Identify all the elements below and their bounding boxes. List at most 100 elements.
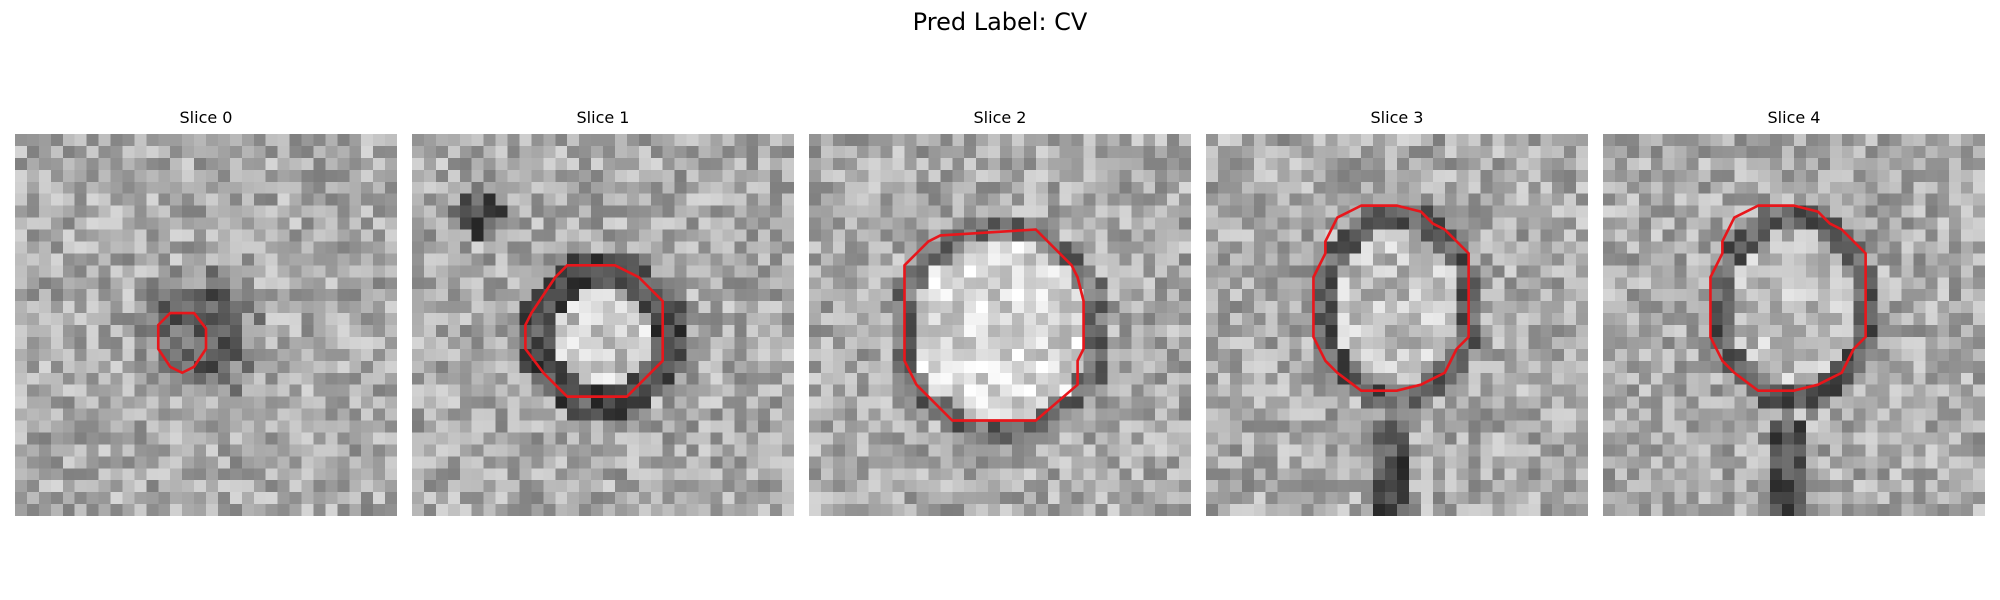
pixel [1674,277,1687,290]
pixel [1758,313,1771,326]
pixel [758,253,771,266]
pixel [1325,289,1338,302]
pixel [1564,193,1577,206]
pixel [1770,145,1783,159]
pixel [265,241,278,254]
pixel [1397,504,1410,516]
pixel [325,420,338,433]
pixel [758,408,771,421]
pixel [531,145,544,159]
pixel [710,277,723,290]
pixel [1206,360,1219,373]
pixel [1468,169,1481,182]
pixel [1925,444,1938,457]
pixel [1901,241,1914,254]
pixel [868,229,881,242]
pixel [868,360,881,373]
pixel [1253,360,1266,373]
pixel [1626,396,1640,409]
pixel [940,157,953,171]
pixel [555,134,568,147]
pixel [1265,253,1278,266]
pixel [1119,241,1132,254]
pixel [832,348,846,362]
pixel [638,157,651,171]
pixel [361,444,374,457]
pixel [650,504,663,516]
pixel [1770,420,1783,433]
pixel [1047,181,1060,194]
pixel [241,277,254,290]
pixel [265,325,278,338]
pixel [1349,396,1362,409]
pixel [301,217,314,230]
pixel [122,372,135,385]
pixel [373,241,386,254]
pixel [1456,301,1469,314]
pixel [856,336,869,350]
pixel [1456,229,1469,242]
pixel [38,145,52,159]
pixel [412,325,425,338]
pixel [1794,408,1807,421]
pixel [1337,336,1350,350]
pixel [495,360,508,373]
pixel [734,265,747,278]
pixel [1241,205,1254,218]
pixel [1638,313,1651,326]
pixel [349,277,362,290]
pixel [1794,241,1807,254]
pixel [1265,348,1278,362]
pixel [122,492,135,505]
pixel [217,360,231,373]
pixel [373,432,386,445]
pixel [662,301,675,314]
pixel [301,444,314,457]
pixel [1035,277,1048,290]
pixel [1011,181,1025,194]
pixel [1540,169,1553,182]
pixel [1095,229,1108,242]
pixel [1805,157,1819,171]
pixel [1059,181,1072,194]
pixel [1167,325,1180,338]
pixel [782,348,794,362]
pixel [146,241,159,254]
pixel [1241,396,1254,409]
pixel [1746,169,1759,182]
pixel [206,396,219,409]
pixel [698,336,711,350]
pixel [1456,169,1469,182]
pixel [1155,229,1168,242]
pixel [1313,360,1326,373]
pixel [86,229,99,242]
pixel [1432,468,1445,481]
pixel [1301,336,1314,350]
pixel [1817,432,1831,445]
pixel [241,193,254,206]
pixel [1143,289,1156,302]
pixel [1095,492,1108,505]
pixel [1492,336,1505,350]
pixel [964,336,977,350]
pixel [206,157,219,171]
pixel [1674,420,1687,433]
pixel [746,193,759,206]
pixel [26,181,40,194]
pixel [686,480,699,493]
pixel [1961,372,1974,385]
pixel [892,325,905,338]
pixel [1277,181,1290,194]
pixel [15,145,28,159]
pixel [1817,301,1831,314]
pixel [1603,408,1616,421]
pixel [98,396,111,409]
pixel [1253,396,1266,409]
pixel [1889,205,1902,218]
pixel [928,205,941,218]
pixel [591,480,604,493]
pixel [1000,336,1013,350]
pixel [423,229,437,242]
pixel [1949,157,1962,171]
pixel [373,289,386,302]
